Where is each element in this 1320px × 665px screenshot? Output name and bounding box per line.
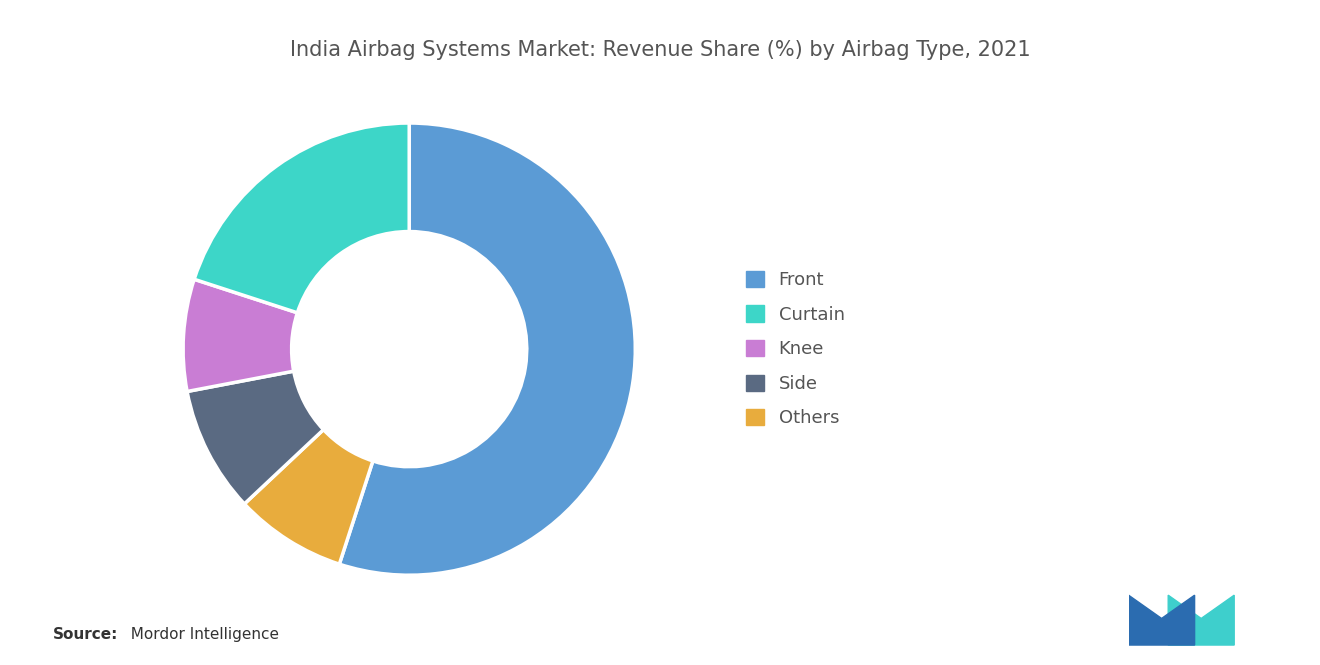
Wedge shape: [194, 123, 409, 313]
Wedge shape: [244, 430, 372, 564]
Wedge shape: [339, 123, 635, 575]
Polygon shape: [1168, 595, 1234, 645]
Legend: Front, Curtain, Knee, Side, Others: Front, Curtain, Knee, Side, Others: [746, 271, 845, 428]
Wedge shape: [187, 371, 323, 504]
Text: India Airbag Systems Market: Revenue Share (%) by Airbag Type, 2021: India Airbag Systems Market: Revenue Sha…: [289, 40, 1031, 60]
Text: Source:: Source:: [53, 626, 119, 642]
Wedge shape: [183, 279, 297, 392]
Polygon shape: [1129, 595, 1195, 645]
Text: Mordor Intelligence: Mordor Intelligence: [121, 626, 280, 642]
